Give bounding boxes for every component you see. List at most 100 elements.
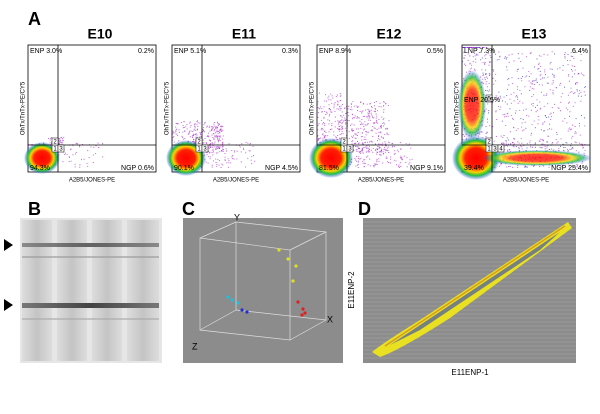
dot	[378, 118, 380, 120]
dot	[379, 132, 381, 134]
dot	[212, 146, 214, 148]
dot	[572, 147, 574, 149]
dot	[537, 68, 539, 70]
dot	[221, 125, 223, 127]
dot	[361, 150, 363, 152]
dot	[356, 116, 358, 118]
dot	[232, 155, 234, 157]
dot	[180, 122, 182, 124]
dot	[217, 122, 219, 124]
dot	[226, 150, 228, 152]
dot	[376, 110, 378, 112]
dot	[381, 116, 383, 118]
dot	[192, 133, 194, 135]
dot	[325, 113, 327, 115]
dot	[385, 145, 387, 147]
dot	[384, 148, 386, 150]
dot	[231, 156, 233, 158]
dot	[372, 165, 374, 167]
dot	[487, 103, 489, 105]
dot	[467, 53, 469, 55]
dot	[499, 97, 501, 99]
gate-box	[485, 137, 493, 146]
dot	[470, 47, 472, 48]
dot	[209, 152, 211, 154]
dot	[324, 135, 326, 137]
dot	[531, 83, 533, 85]
dot	[477, 47, 479, 48]
dot	[353, 150, 355, 152]
dot	[579, 142, 581, 144]
dot	[228, 143, 230, 145]
dot	[341, 125, 343, 127]
dot	[469, 55, 471, 57]
axis-label: A2B5/JONES-PE	[503, 178, 549, 184]
dot	[549, 128, 551, 130]
dot	[346, 135, 348, 137]
dot	[569, 91, 571, 93]
dot	[581, 162, 583, 164]
dot	[567, 109, 569, 111]
dot	[393, 159, 395, 161]
dot	[580, 143, 582, 145]
dot	[358, 142, 360, 144]
dot	[473, 47, 475, 48]
dot	[401, 158, 403, 160]
dot	[480, 59, 482, 61]
dot	[544, 71, 546, 73]
dot	[218, 147, 220, 149]
dot	[222, 141, 224, 143]
dot	[376, 120, 378, 122]
dot	[328, 108, 330, 110]
dot	[387, 128, 389, 130]
dot	[396, 164, 398, 166]
dot	[381, 148, 383, 150]
dot	[482, 82, 484, 84]
dot	[513, 138, 515, 140]
dot	[572, 105, 574, 107]
dot	[211, 143, 213, 145]
dot	[336, 94, 338, 96]
dot	[354, 157, 356, 159]
dot	[213, 139, 215, 141]
dot	[365, 131, 367, 133]
dot	[557, 68, 559, 70]
dot	[473, 52, 475, 54]
dot	[476, 48, 478, 50]
dot	[245, 142, 247, 144]
dot	[510, 93, 512, 95]
dot	[340, 133, 342, 135]
dot	[500, 106, 502, 108]
dot	[324, 136, 326, 138]
dot	[543, 105, 545, 107]
dot	[380, 124, 382, 126]
dot	[329, 109, 331, 111]
dot	[357, 131, 359, 133]
dot	[542, 140, 544, 142]
dot	[482, 72, 484, 74]
dot	[565, 107, 567, 109]
dot	[522, 102, 524, 104]
dot	[373, 122, 375, 124]
dot	[394, 145, 396, 147]
dot	[548, 116, 550, 118]
dot	[487, 52, 489, 54]
dot	[507, 115, 509, 117]
dot	[489, 61, 491, 63]
dot	[209, 156, 211, 158]
dot	[485, 54, 487, 56]
dot	[533, 88, 535, 90]
dot	[503, 135, 505, 137]
dot	[366, 103, 368, 105]
dot	[359, 120, 361, 122]
dot	[564, 57, 566, 59]
dot	[358, 117, 360, 119]
dot	[378, 106, 380, 108]
dot	[329, 114, 331, 116]
dot	[61, 143, 63, 145]
dot	[362, 143, 364, 145]
dot	[536, 58, 538, 60]
dot	[409, 162, 411, 164]
dot	[367, 114, 369, 116]
dot	[584, 143, 586, 145]
